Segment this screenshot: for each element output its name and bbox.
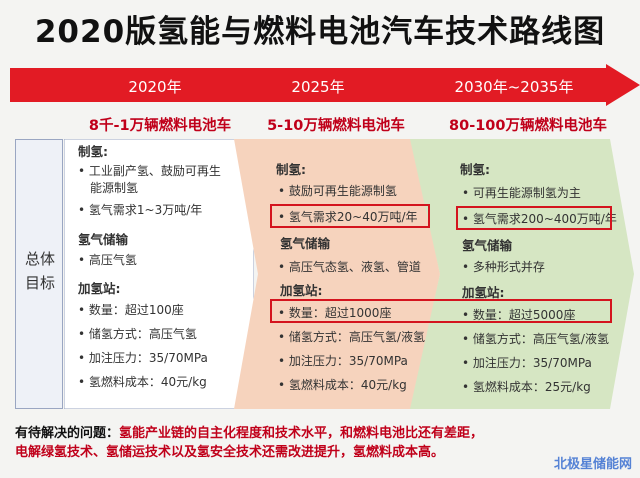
col3-item: • 氢气需求200~400万吨/年 <box>462 212 617 226</box>
timeline-arrow <box>10 64 640 106</box>
footer-line-1: 有待解决的问题：氢能产业链的自主化程度和技术水平，和燃料电池比还有差距， <box>15 426 484 441</box>
col1-heading-storage: 氢气储输 <box>78 232 129 247</box>
footer-lead: 有待解决的问题： <box>15 426 120 441</box>
headline-2020: 8千-1万辆燃料电池车 <box>88 118 232 134</box>
col3-heading-production: 制氢: <box>460 162 490 177</box>
col3-item: • 多种形式并存 <box>462 260 545 274</box>
col2-item: • 数量：超过1000座 <box>278 306 392 320</box>
col2-item: • 高压气态氢、液氢、管道 <box>278 260 421 274</box>
label-line-2: 目标 <box>24 274 55 292</box>
headline-2030: 80-100万辆燃料电池车 <box>449 118 607 134</box>
col2-item: • 氢燃料成本：40元/kg <box>278 378 407 392</box>
highlight-demand-2025 <box>270 204 430 228</box>
col2-item: • 氢气需求20~40万吨/年 <box>278 210 418 224</box>
col1-heading-production: 制氢: <box>78 144 108 159</box>
watermark-logo: 北极星储能网 <box>553 457 632 472</box>
overall-goal-label: 总体 目标 <box>15 139 63 409</box>
pending-issues: 有待解决的问题：氢能产业链的自主化程度和技术水平，和燃料电池比还有差距， 电解绿… <box>15 424 635 462</box>
year-2025: 2025年 <box>291 78 345 96</box>
col3-item: • 加注压力：35/70MPa <box>462 356 592 370</box>
col2-item: • 鼓励可再生能源制氢 <box>278 184 397 198</box>
column-2025: 制氢: • 鼓励可再生能源制氢 • 氢气需求20~40万吨/年 氢气储输 • 高… <box>234 139 440 409</box>
col1-item: • 氢燃料成本：40元/kg <box>78 375 207 389</box>
year-2030-2035: 2030年~2035年 <box>454 78 574 96</box>
highlight-demand-2030 <box>456 206 612 230</box>
year-2020: 2020年 <box>128 78 182 96</box>
col1-item: 能源制氢 <box>90 181 139 195</box>
column-2030: 制氢: • 可再生能源制氢为主 • 氢气需求200~400万吨/年 氢气储输 •… <box>410 139 634 409</box>
col1-item: • 高压气氢 <box>78 253 137 267</box>
col2-heading-production: 制氢: <box>276 162 306 177</box>
col1-item: • 工业副产氢、鼓励可再生 <box>78 164 221 178</box>
col3-item: • 储氢方式：高压气氢/液氢 <box>462 332 609 346</box>
col1-heading-station: 加氢站: <box>78 281 121 296</box>
col3-heading-station: 加氢站: <box>462 285 505 300</box>
headline-2025: 5-10万辆燃料电池车 <box>267 118 405 134</box>
column-2020: 制氢: • 工业副产氢、鼓励可再生 能源制氢 • 氢气需求1~3万吨/年 氢气储… <box>64 139 254 409</box>
col1-item: • 氢气需求1~3万吨/年 <box>78 203 203 217</box>
page-title: 2020版氢能与燃料电池汽车技术路线图 <box>34 14 606 50</box>
label-line-1: 总体 <box>24 250 55 268</box>
highlight-station-count <box>270 299 612 323</box>
col1-item: • 储氢方式：高压气氢 <box>78 327 197 341</box>
footer-line-2: 电解绿氢技术、氢储运技术以及氢安全技术还需改进提升，氢燃料成本高。 <box>15 445 445 460</box>
col2-heading-storage: 氢气储输 <box>280 236 331 251</box>
col3-item: • 氢燃料成本：25元/kg <box>462 380 591 394</box>
col2-item: • 储氢方式：高压气氢/液氢 <box>278 330 425 344</box>
col3-item: • 数量：超过5000座 <box>462 308 576 322</box>
col3-heading-storage: 氢气储输 <box>462 238 513 253</box>
col2-item: • 加注压力：35/70MPa <box>278 354 408 368</box>
col1-item: • 数量：超过100座 <box>78 303 184 317</box>
col2-heading-station: 加氢站: <box>280 283 323 298</box>
col3-item: • 可再生能源制氢为主 <box>462 186 581 200</box>
col1-item: • 加注压力：35/70MPa <box>78 351 208 365</box>
